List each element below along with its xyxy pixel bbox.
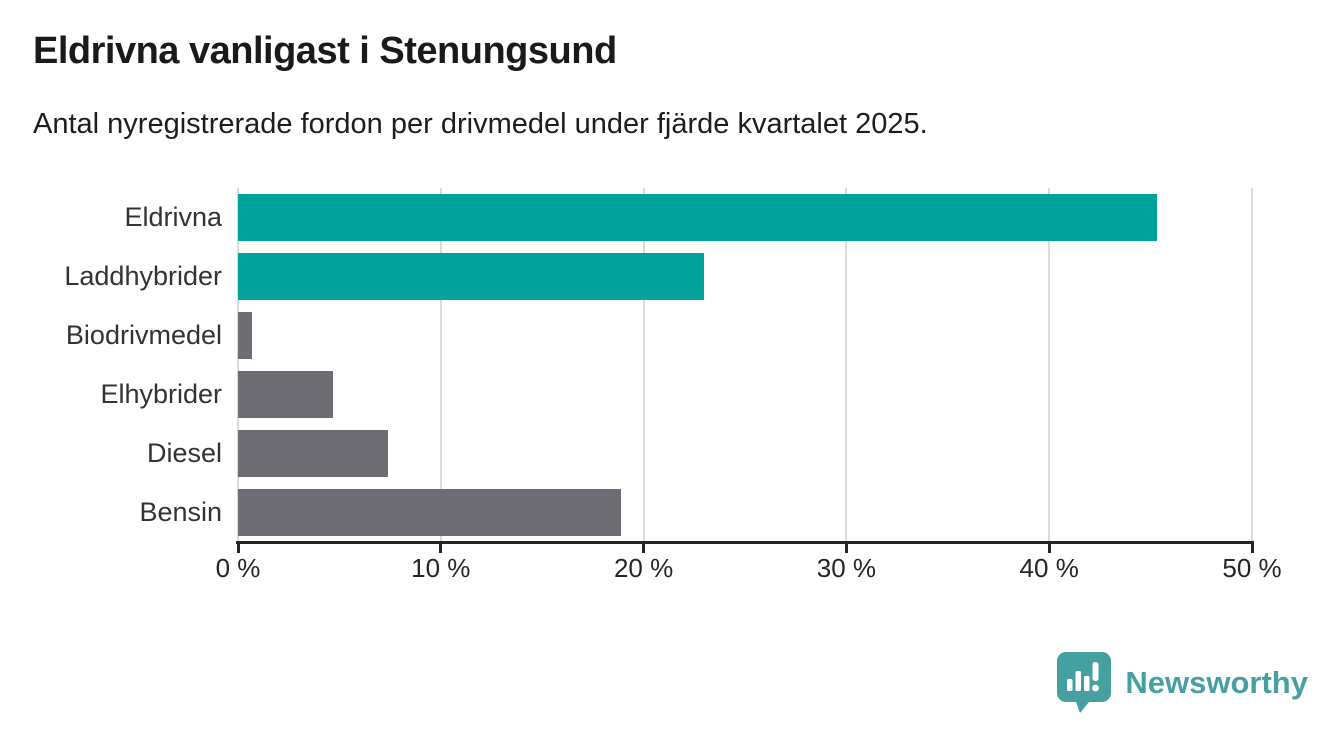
chart-subtitle: Antal nyregistrerade fordon per drivmede… [33,108,928,140]
newsworthy-logo: Newsworthy [1056,651,1308,715]
gridline-0 [237,188,239,542]
x-tick-10 [439,544,443,553]
x-tick-label-40: 40 % [1019,553,1079,583]
x-tick-label-50: 50 % [1222,553,1282,583]
category-label-elhybrider: Elhybrider [100,378,222,409]
bar-biodrivmedel [238,312,253,359]
gridline-10 [439,188,442,542]
bar-diesel [238,430,389,477]
x-tick-label-0: 0 % [215,553,261,583]
x-tick-label-20: 20 % [613,553,674,583]
x-tick-label-10: 10 % [411,553,471,583]
category-label-bensin: Bensin [139,496,222,527]
x-axis-line [236,541,1254,544]
category-label-biodrivmedel: Biodrivmedel [65,319,222,350]
category-label-laddhybrider: Laddhybrider [64,260,222,291]
newsworthy-wordmark: Newsworthy [1125,665,1308,700]
bar-eldrivna [238,194,1157,241]
chart-title: Eldrivna vanligast i Stenungsund [33,30,617,72]
bar-elhybrider [238,371,334,418]
bar-laddhybrider [238,253,705,300]
category-label-diesel: Diesel [146,437,222,468]
x-tick-50 [1250,544,1254,553]
x-tick-label-30: 30 % [816,553,877,583]
gridline-20 [642,188,645,542]
x-tick-20 [642,544,646,553]
gridline-50 [1251,188,1253,542]
newsworthy-speech-bubble-chart-icon [1057,652,1112,713]
bar-bensin [238,489,622,536]
x-tick-30 [844,544,848,553]
category-label-eldrivna: Eldrivna [124,201,222,232]
x-tick-40 [1047,544,1051,553]
gridline-40 [1048,188,1051,542]
gridline-30 [845,188,848,542]
x-tick-0 [236,544,240,553]
plot-area [237,188,1253,542]
